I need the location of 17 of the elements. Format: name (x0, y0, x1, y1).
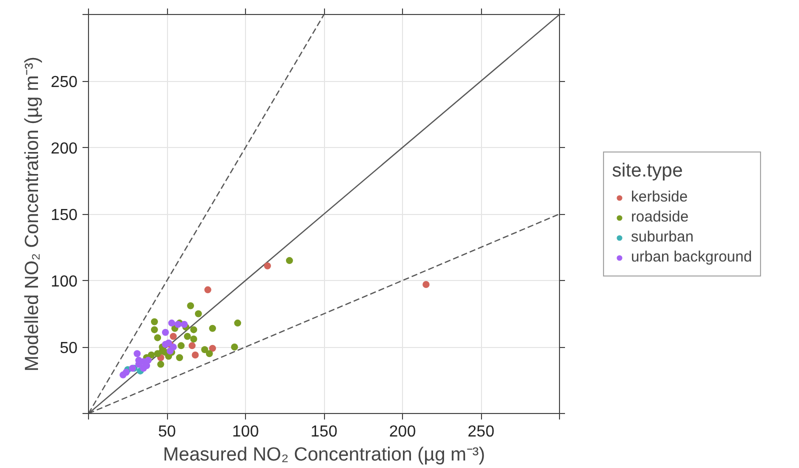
x-tick-label: 150 (310, 424, 338, 440)
x-axis-title: Measured NO₂ Concentration (µg m⁻³) (162, 444, 486, 466)
x-tick-label: 200 (389, 424, 416, 440)
legend-label: urban background (631, 248, 752, 266)
legend-title: site.type (612, 160, 684, 182)
y-tick-label: 150 (50, 207, 78, 224)
legend-label: kerbside (631, 188, 688, 206)
y-tick-label: 250 (50, 74, 78, 91)
y-axis-title: Modelled NO₂ Concentration (µg m⁻³) (22, 56, 43, 372)
legend-label: suburban (631, 228, 694, 246)
y-tick-label: 200 (50, 140, 78, 158)
y-tick-label: 50 (60, 340, 78, 357)
legend-label: roadside (631, 208, 689, 226)
x-tick-label: 50 (158, 424, 176, 440)
x-tick-label: 250 (468, 424, 494, 440)
y-tick-label: 100 (50, 274, 78, 290)
x-tick-label: 100 (232, 424, 259, 440)
